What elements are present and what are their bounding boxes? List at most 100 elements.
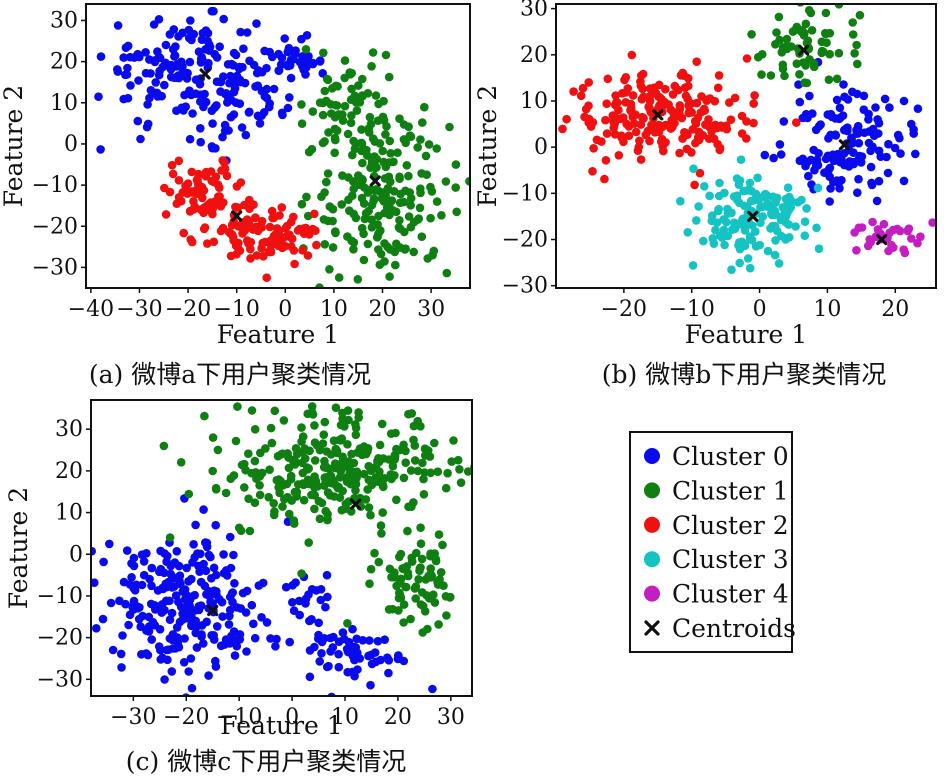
data-point [704, 134, 714, 143]
data-point [317, 649, 326, 658]
y-tick-label: −20 [502, 228, 548, 253]
y-tick-label: −30 [502, 274, 548, 299]
data-point [337, 505, 347, 515]
y-tick-label: 30 [55, 417, 83, 442]
x-tick-label: −40 [68, 297, 114, 322]
data-point [463, 467, 472, 476]
data-point [307, 490, 316, 500]
data-point [247, 600, 257, 610]
data-point [119, 577, 129, 587]
data-point [381, 130, 390, 139]
data-point [184, 667, 193, 676]
data-point [800, 78, 809, 87]
data-point [244, 108, 254, 117]
data-point [259, 251, 268, 261]
data-point [257, 243, 266, 253]
data-point [873, 225, 883, 234]
y-tick-label: −10 [502, 181, 548, 206]
data-point [730, 93, 740, 103]
data-point [250, 633, 260, 643]
data-point [134, 76, 143, 85]
data-point [257, 111, 266, 120]
data-point [150, 56, 159, 65]
data-point [310, 209, 319, 219]
data-point [628, 109, 637, 118]
data-point [735, 258, 744, 268]
data-point [191, 89, 200, 98]
data-point [445, 122, 454, 132]
data-point [404, 171, 413, 181]
data-point [394, 606, 403, 615]
data-point [636, 120, 646, 129]
data-point [869, 131, 879, 140]
data-point [312, 240, 321, 250]
plot-frame [555, 3, 937, 289]
data-point [147, 563, 157, 573]
data-point [174, 156, 184, 166]
data-point [864, 109, 873, 119]
data-point [780, 71, 789, 81]
data-point [588, 167, 597, 176]
data-point [219, 14, 228, 24]
data-point [316, 595, 326, 605]
data-point [179, 658, 189, 667]
data-point [332, 448, 342, 458]
data-point [151, 78, 160, 87]
data-point [364, 475, 374, 485]
data-point [373, 220, 382, 229]
data-point [266, 245, 275, 255]
x-tick-label: 10 [320, 297, 348, 322]
legend-swatch-x-stroke-2 [644, 620, 660, 636]
data-point [175, 576, 184, 585]
data-point [772, 28, 781, 37]
data-point [269, 84, 279, 94]
data-point [261, 237, 270, 247]
data-point [324, 128, 333, 137]
data-point [375, 440, 385, 450]
data-point [338, 408, 347, 418]
data-point [211, 485, 221, 494]
data-point [373, 116, 383, 125]
data-point [347, 111, 356, 120]
data-point [347, 84, 356, 94]
data-point [241, 222, 251, 232]
data-point [383, 185, 393, 194]
data-point [401, 458, 411, 468]
data-point [687, 108, 696, 117]
data-point [800, 231, 810, 240]
data-point [172, 623, 182, 632]
data-point [864, 138, 874, 148]
data-point [136, 134, 145, 144]
data-point [404, 212, 414, 221]
data-point [714, 71, 724, 80]
data-point [772, 193, 782, 203]
data-point [441, 483, 451, 493]
data-point [416, 523, 425, 532]
data-point [244, 494, 253, 504]
data-point [335, 473, 345, 482]
data-point [821, 29, 830, 39]
data-point [416, 422, 425, 431]
data-point [699, 236, 708, 246]
data-point [406, 222, 416, 232]
data-point [909, 129, 918, 138]
data-point [755, 240, 764, 250]
data-point [168, 644, 178, 653]
data-point [165, 533, 175, 542]
data-point [713, 83, 723, 93]
x-tick-label: −10 [668, 297, 714, 322]
data-point [804, 171, 813, 181]
data-point [297, 437, 306, 446]
data-point [349, 245, 358, 254]
data-point [338, 171, 347, 180]
data-point [452, 207, 462, 217]
data-point [629, 119, 639, 128]
data-point [600, 174, 609, 184]
data-point [301, 594, 311, 603]
x-tick-label: 30 [417, 297, 445, 322]
series-cluster-0 [91, 494, 437, 696]
data-point [801, 161, 810, 171]
data-point [303, 475, 313, 485]
data-point [393, 148, 402, 157]
centroid-marker [876, 233, 888, 246]
